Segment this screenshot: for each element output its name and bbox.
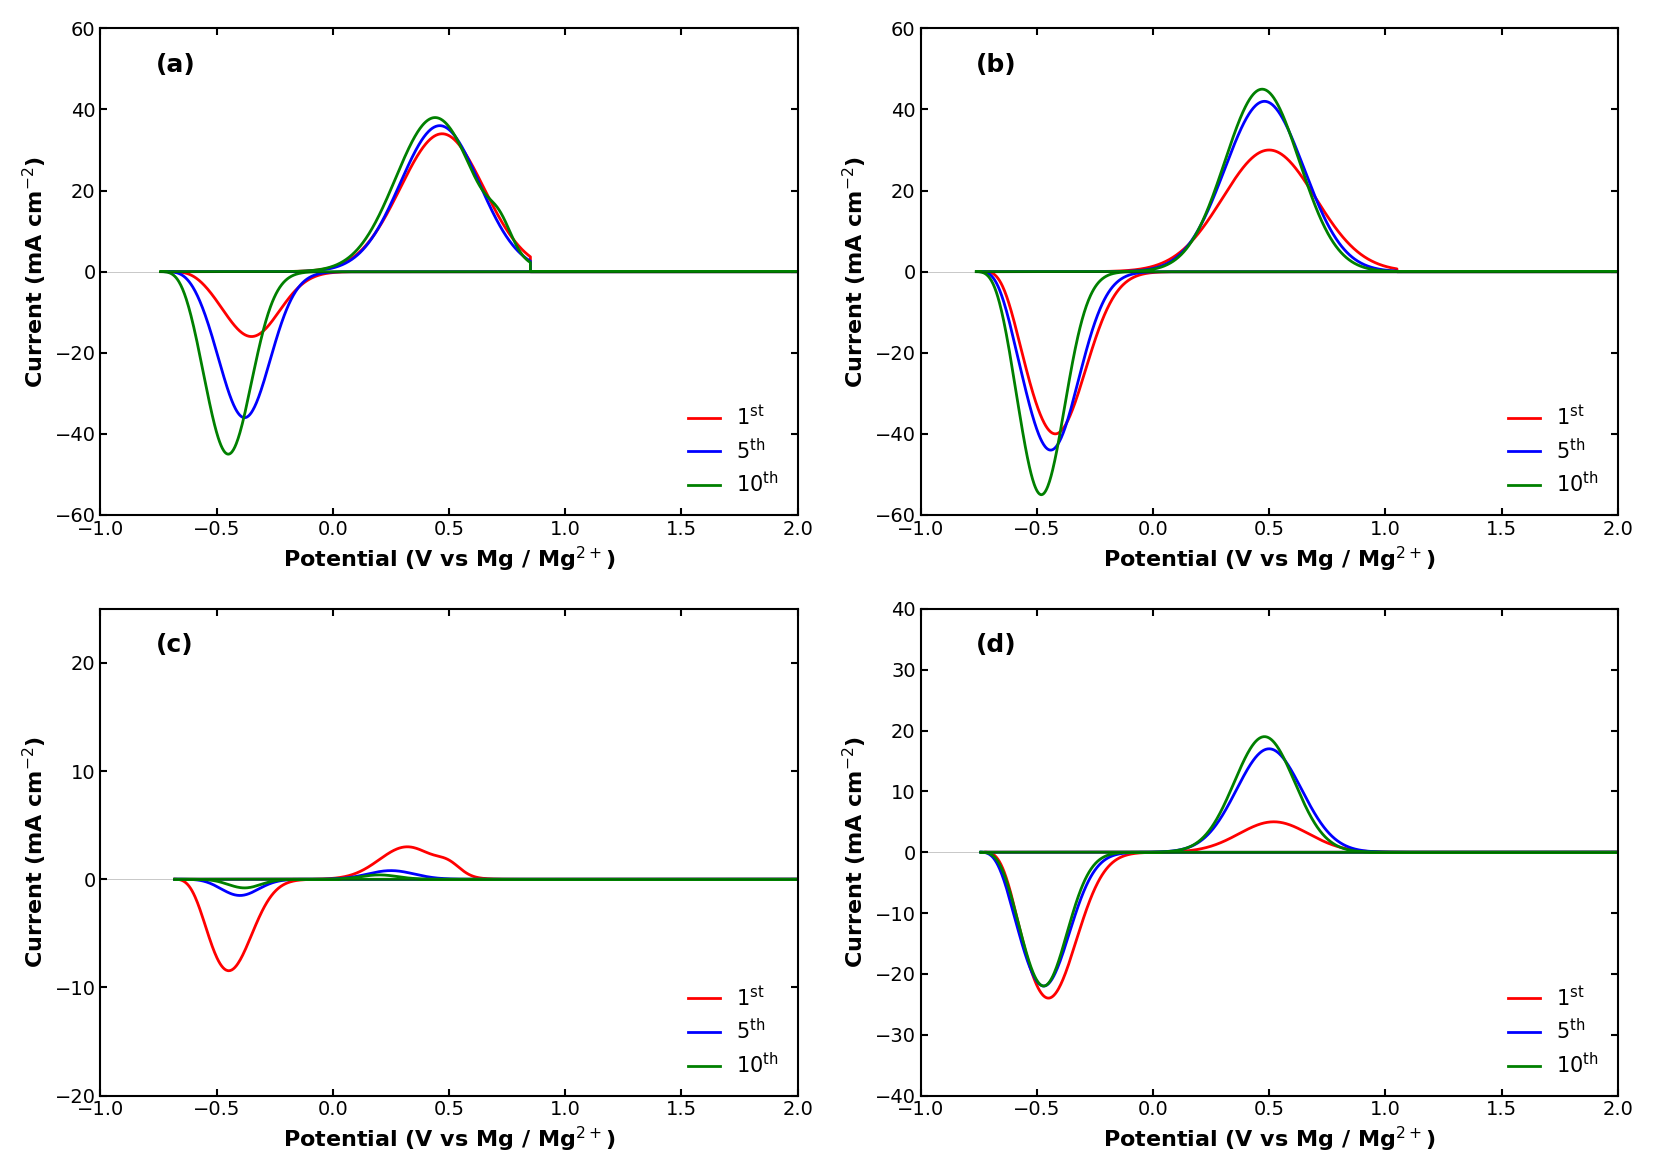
X-axis label: Potential (V vs Mg / Mg$^{2+}$): Potential (V vs Mg / Mg$^{2+}$) — [1103, 544, 1436, 573]
Legend: 1$^{\mathrm{st}}$, 5$^{\mathrm{th}}$, 10$^{\mathrm{th}}$: 1$^{\mathrm{st}}$, 5$^{\mathrm{th}}$, 10… — [1500, 976, 1608, 1086]
Y-axis label: Current (mA cm$^{-2}$): Current (mA cm$^{-2}$) — [22, 155, 50, 388]
Legend: 1$^{\mathrm{st}}$, 5$^{\mathrm{th}}$, 10$^{\mathrm{th}}$: 1$^{\mathrm{st}}$, 5$^{\mathrm{th}}$, 10… — [680, 396, 787, 504]
Text: (a): (a) — [155, 53, 195, 76]
Text: (d): (d) — [976, 633, 1017, 657]
Y-axis label: Current (mA cm$^{-2}$): Current (mA cm$^{-2}$) — [840, 155, 868, 388]
Y-axis label: Current (mA cm$^{-2}$): Current (mA cm$^{-2}$) — [840, 737, 868, 968]
Legend: 1$^{\mathrm{st}}$, 5$^{\mathrm{th}}$, 10$^{\mathrm{th}}$: 1$^{\mathrm{st}}$, 5$^{\mathrm{th}}$, 10… — [680, 976, 787, 1086]
Text: (b): (b) — [976, 53, 1017, 76]
Legend: 1$^{\mathrm{st}}$, 5$^{\mathrm{th}}$, 10$^{\mathrm{th}}$: 1$^{\mathrm{st}}$, 5$^{\mathrm{th}}$, 10… — [1500, 396, 1608, 504]
X-axis label: Potential (V vs Mg / Mg$^{2+}$): Potential (V vs Mg / Mg$^{2+}$) — [283, 1124, 615, 1154]
X-axis label: Potential (V vs Mg / Mg$^{2+}$): Potential (V vs Mg / Mg$^{2+}$) — [1103, 1124, 1436, 1154]
Text: (c): (c) — [155, 633, 194, 657]
X-axis label: Potential (V vs Mg / Mg$^{2+}$): Potential (V vs Mg / Mg$^{2+}$) — [283, 544, 615, 573]
Y-axis label: Current (mA cm$^{-2}$): Current (mA cm$^{-2}$) — [22, 737, 50, 968]
